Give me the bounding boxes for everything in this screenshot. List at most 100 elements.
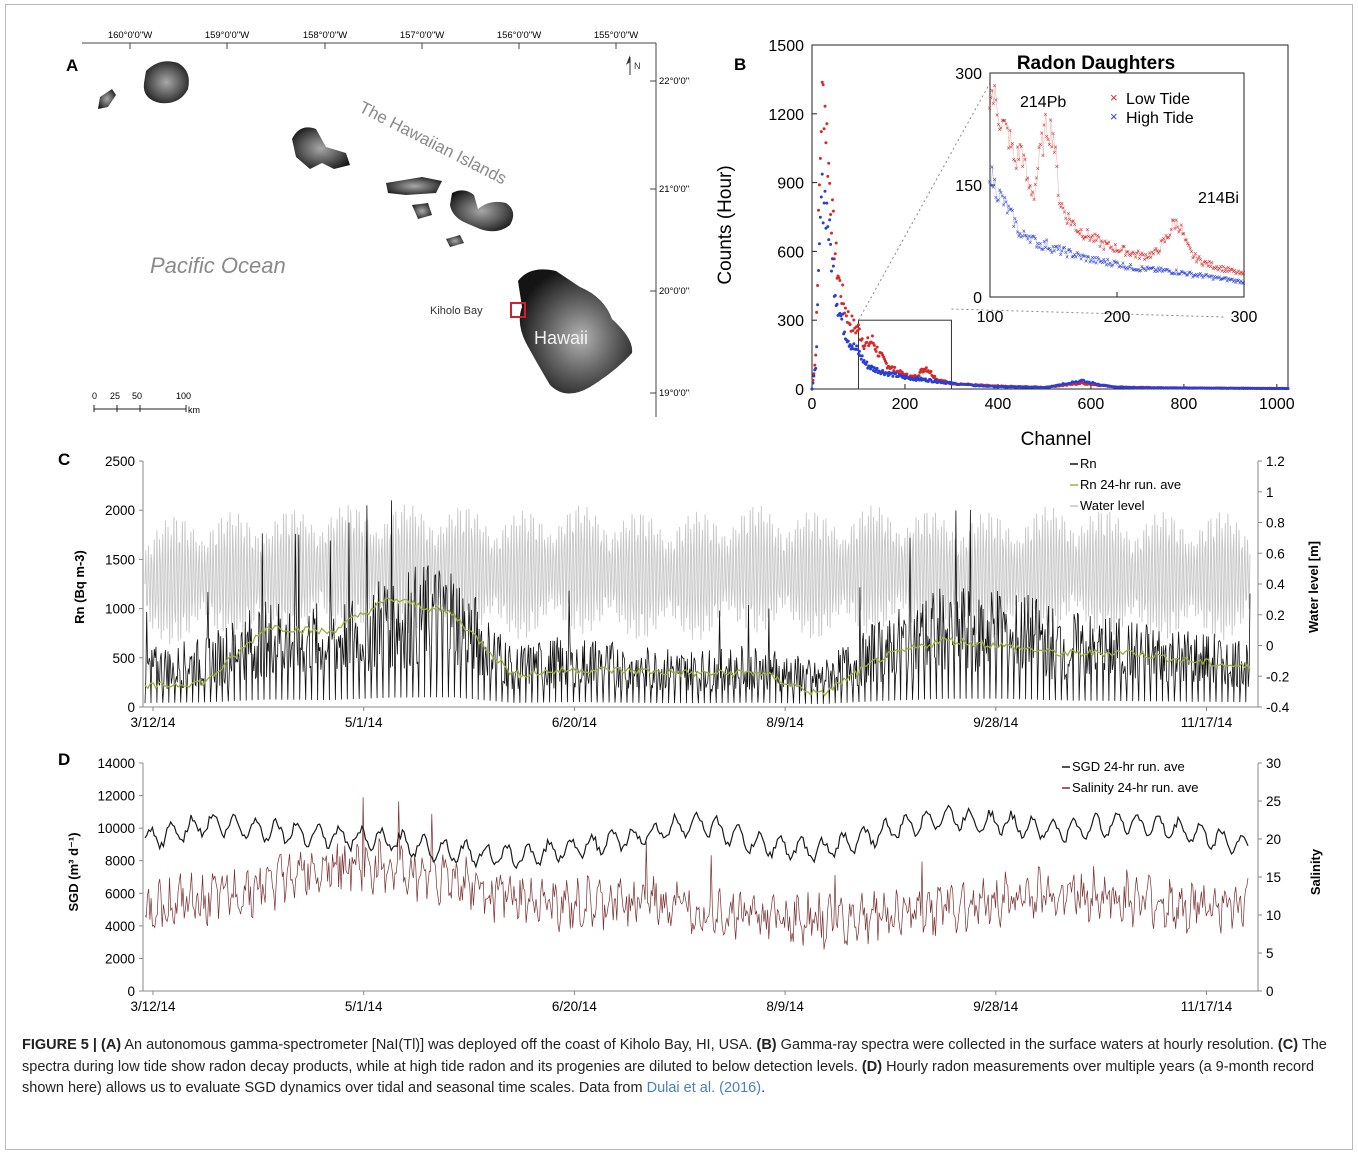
inset-point: × [1028,240,1032,247]
inset-point: × [1059,204,1063,211]
ts-x-tick-label: 8/9/14 [766,715,804,730]
ts-y-tick-label: 2000 [105,503,135,518]
inset-point: × [1164,233,1168,240]
island-lanai [412,203,432,219]
inset-point: × [1229,277,1233,284]
c-y2label: Water level [m] [1306,541,1321,633]
inset-point: × [1117,250,1121,257]
inset-point: × [1184,238,1188,245]
b-data-point [828,181,832,185]
bay-label: Kiholo Bay [430,305,483,317]
inset-point: × [996,198,1000,205]
b-data-point [842,302,846,306]
inset-point: × [1134,268,1138,275]
b-data-point [838,278,842,282]
inset-point: × [991,101,995,108]
inset-point: × [1043,245,1047,252]
inset-point: × [1151,251,1155,258]
inset-point: × [1141,266,1145,273]
inset-point: × [1116,261,1120,268]
inset-point: × [1236,278,1240,285]
caption-reference-link[interactable]: Dulai et al. (2016) [646,1080,762,1096]
inset-point: × [1059,252,1063,259]
kiholo-bay-site-box [510,302,526,318]
inset-point: × [988,105,992,112]
b-data-point [815,345,819,349]
b-data-point [891,374,895,378]
inset-point: × [1104,241,1108,248]
inset-point: × [1225,278,1229,285]
inset-point: × [1080,234,1084,241]
inset-point: × [1193,273,1197,280]
inset-point: × [1104,262,1108,269]
b-data-point [841,312,845,316]
inset-point: × [1123,253,1127,260]
ts-y-tick-label: 6000 [105,886,135,901]
ts-y2-tick-label: 0 [1266,984,1274,999]
c-ylabel: Rn (Bq m-3) [72,550,87,624]
scale-unit: km [188,405,200,415]
inset-point: × [1116,248,1120,255]
inset-point: × [1012,224,1016,231]
inset-annotation-214pb: 214Pb [1020,94,1066,111]
b-data-point [934,378,938,382]
c-legend: Rn Rn 24-hr run. ave Water level [1070,456,1181,513]
inset-point: × [1198,271,1202,278]
inset-point: × [1140,251,1144,258]
inset-point: × [1177,230,1181,237]
b-xlabel: Channel [1021,429,1092,450]
inset-point: × [1195,259,1199,266]
b-data-point [820,172,824,176]
inset-point: × [1111,248,1115,255]
b-y-tick-label: 900 [777,176,804,193]
d-legend-sgd: SGD 24-hr run. ave [1072,759,1185,774]
inset-point: × [1225,269,1229,276]
ts-y2-tick-label: -0.2 [1266,669,1289,684]
inset-point: × [1081,236,1085,243]
inset-point: × [1174,218,1178,225]
inset-point: × [1097,257,1101,264]
b-data-point [863,344,867,348]
ts-y2-tick-label: 1.2 [1266,454,1285,469]
b-data-point [846,310,850,314]
inset-point: × [1021,164,1025,171]
inset-point: × [1170,271,1174,278]
islands-label: The Hawaiian Islands [356,98,509,189]
b-data-point [917,374,921,378]
inset-point: × [1050,145,1054,152]
b-data-point [875,345,879,349]
b-data-point [852,318,856,322]
inset-point: × [1120,247,1124,254]
sgd-plot: 0 2000 4000 6000 8000 10000 12000 14000 0 5 10 15 20… [97,756,1281,1014]
b-data-point [859,357,863,361]
panel-d-chart: D 0 2000 4000 6000 8000 10000 12000 14000 0 5 10 15… [58,750,1323,1014]
inset-point: × [1094,238,1098,245]
b-data-point [848,323,852,327]
inset-point: × [1165,235,1169,242]
inset-point: × [994,98,998,105]
inset-point: × [1183,238,1187,245]
inset-point: × [1131,267,1135,274]
inset-point: × [1015,145,1019,152]
inset-point: × [1160,269,1164,276]
inset-plot: 100 200 3000150300××××××××××××××××××××××××… [955,66,1257,326]
inset-point: × [1108,260,1112,267]
ts-y2-tick-label: 0.2 [1266,608,1285,623]
b-data-point [826,225,830,229]
inset-point: × [993,83,997,90]
inset-point: × [1139,268,1143,275]
inset-point: × [1037,245,1041,252]
b-data-point [819,130,823,134]
inset-point: × [1017,233,1021,240]
inset-point: × [1007,146,1011,153]
inset-point: × [1012,157,1016,164]
inset-point: × [1173,272,1177,279]
inset-point: × [1055,164,1059,171]
inset-point: × [994,195,998,202]
inset-point: × [1146,266,1150,273]
inset-point: × [1126,266,1130,273]
inset-point: × [1107,262,1111,269]
b-data-point [812,372,816,376]
inset-point: × [1231,279,1235,286]
b-data-point [852,342,856,346]
